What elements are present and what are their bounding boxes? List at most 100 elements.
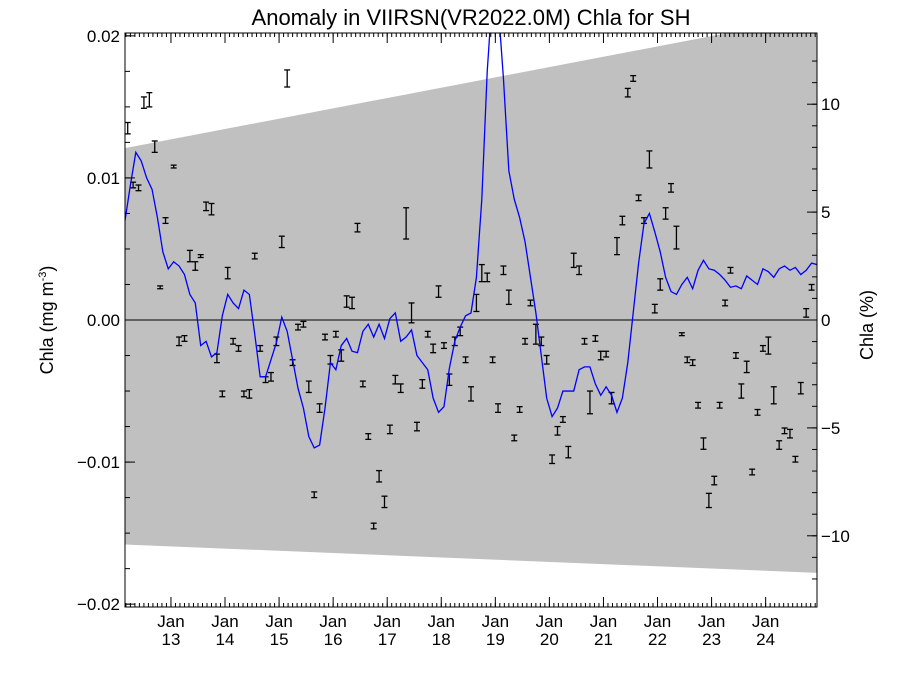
data-point [624,87,631,98]
data-point [678,332,685,337]
x-tick-label-year: 23 [702,630,721,649]
data-point [224,266,231,280]
data-point [776,440,783,450]
x-tick-label-year: 19 [486,630,505,649]
data-point [673,225,680,250]
data-point [684,356,691,364]
x-axis: Jan13Jan14Jan15Jan16Jan17Jan18Jan19Jan20… [125,33,816,649]
left-tick-label: −0.01 [77,453,120,472]
data-point [765,336,772,355]
x-tick-label-year: 20 [540,630,559,649]
data-point [430,343,437,354]
data-point [381,495,388,509]
data-point [743,360,750,374]
monthly-points [125,69,815,530]
data-point [203,201,210,212]
data-point [186,249,193,263]
data-point [343,295,350,308]
plot-area [125,33,817,573]
data-point [808,283,815,291]
data-point [792,455,799,463]
data-point [484,272,491,283]
data-point [192,261,199,271]
data-point [338,349,345,362]
data-point [278,235,285,249]
x-tick-label-month: Jan [157,612,184,631]
data-point [522,337,529,345]
data-point [478,263,485,283]
data-point [316,403,323,414]
data-point [151,140,158,153]
x-tick-label-month: Jan [644,612,671,631]
data-point [786,428,793,439]
data-point [727,266,734,274]
data-point [732,352,739,360]
data-point [246,388,253,399]
x-tick-label-year: 18 [432,630,451,649]
left-tick-label: 0.01 [87,169,120,188]
x-tick-label-month: Jan [211,612,238,631]
data-point [354,222,361,233]
data-point [597,350,604,361]
data-point [695,401,702,409]
data-point [543,354,550,365]
right-tick-label: 5 [821,203,830,222]
data-point [305,380,312,394]
uncertainty-band [125,33,817,573]
x-tick-label-month: Jan [482,612,509,631]
data-point [581,337,588,345]
right-axis: 10 5 0 −5 −10 [807,60,850,580]
data-point [386,424,393,435]
data-point [397,383,404,394]
data-point [370,522,377,530]
x-tick-label-month: Jan [373,612,400,631]
y-axis-label-right: Chla (%) [857,290,877,360]
right-tick-label: −5 [821,419,840,438]
data-point [170,164,177,169]
data-point [219,390,226,398]
x-tick-label-year: 13 [161,630,180,649]
data-point [349,296,356,310]
x-tick-label-month: Jan [752,612,779,631]
data-point [162,217,169,225]
x-tick-label-year: 15 [270,630,289,649]
data-point [797,381,804,395]
x-tick-label-month: Jan [265,612,292,631]
data-point [689,359,696,367]
data-point [295,323,301,331]
data-point [489,356,496,364]
y-axis-label-left: Chla (mg m-3) [37,266,57,375]
data-point [322,333,329,341]
data-point [592,334,599,342]
data-point [770,386,777,405]
data-point [424,330,431,338]
data-point [311,491,318,499]
data-point [197,253,204,259]
data-point [462,356,469,364]
data-point [700,437,707,450]
data-point [668,182,675,193]
data-point [267,371,274,382]
data-point [565,445,572,459]
data-point [376,469,383,483]
right-tick-label: 0 [821,311,830,330]
data-point [505,289,512,306]
data-point [549,454,556,465]
data-point [284,69,291,88]
data-point [722,299,729,307]
data-point [235,344,242,352]
x-tick-label-year: 22 [648,630,667,649]
y-axis-label-left-close: ) [37,266,57,272]
data-point [576,265,583,276]
x-tick-label-month: Jan [536,612,563,631]
data-point [157,285,164,290]
x-tick-label-month: Jan [319,612,346,631]
x-tick-label-month: Jan [698,612,725,631]
x-tick-label-month: Jan [590,612,617,631]
data-point [646,150,653,169]
data-point [716,401,723,409]
data-point [754,408,761,416]
data-point [651,303,658,314]
data-point [495,403,502,414]
